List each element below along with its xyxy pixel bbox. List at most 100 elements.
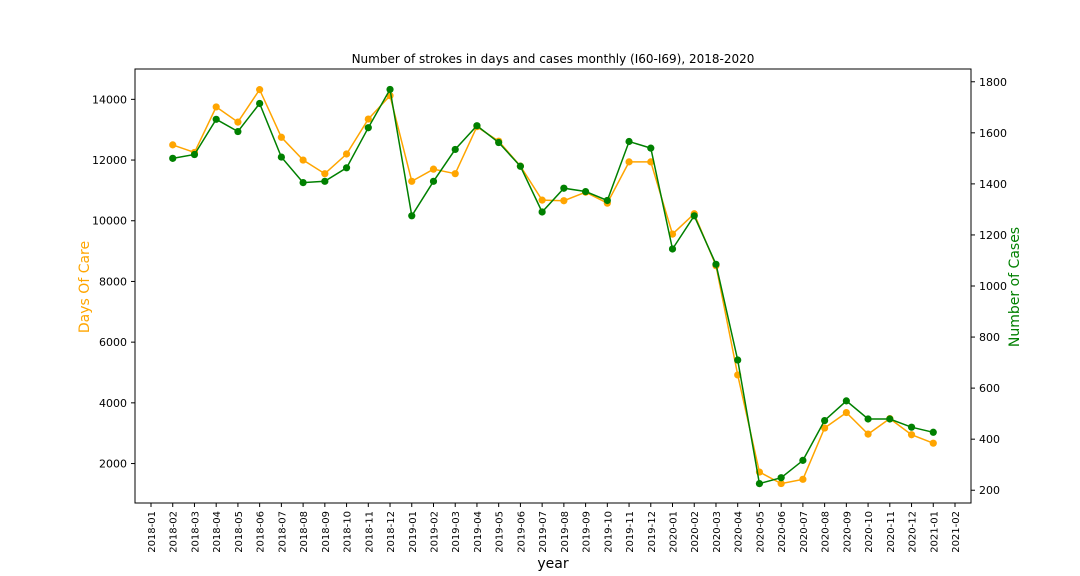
data-point-left	[538, 196, 546, 204]
data-point-right	[625, 137, 633, 146]
x-tick-label: 2019-02	[429, 511, 440, 553]
data-point-left	[560, 197, 568, 205]
y-right-tick-label: 800	[979, 331, 1000, 344]
data-point-right	[581, 187, 590, 196]
x-tick-label: 2020-09	[842, 511, 853, 553]
x-tick-label: 2018-03	[190, 511, 201, 553]
y-right-tick-label: 200	[979, 484, 1000, 497]
data-point-left	[842, 408, 850, 417]
data-point-left	[821, 424, 829, 432]
series-line-left	[172, 88, 934, 485]
data-point-right	[277, 153, 285, 161]
y-left-tick-label: 10000	[92, 215, 127, 228]
y-left-tick-label: 12000	[92, 154, 127, 167]
data-point-left	[929, 439, 937, 447]
x-tick-label: 2019-05	[495, 511, 506, 553]
x-tick-label: 2018-01	[147, 511, 158, 553]
data-point-right	[907, 423, 916, 431]
data-point-right	[929, 428, 937, 436]
x-tick-label: 2018-05	[234, 511, 245, 553]
data-point-right	[647, 144, 655, 152]
data-point-left	[907, 431, 916, 439]
y-left-tick-label: 8000	[99, 275, 127, 288]
x-tick-label: 2021-01	[929, 511, 940, 553]
data-point-left	[342, 150, 351, 158]
data-point-right	[451, 145, 459, 154]
x-tick-label: 2019-04	[473, 511, 484, 553]
data-point-right	[212, 115, 220, 123]
data-point-right	[864, 415, 872, 423]
data-point-left	[321, 170, 329, 178]
y-right-tick-label: 1000	[979, 280, 1007, 293]
data-point-right	[712, 260, 720, 268]
y-axis-left-label: Days Of Care	[77, 241, 93, 333]
data-point-right	[299, 179, 307, 187]
x-tick-label: 2019-10	[603, 511, 614, 553]
x-tick-label: 2019-08	[560, 511, 571, 553]
x-tick-label: 2020-02	[690, 511, 701, 553]
data-point-left	[256, 86, 264, 94]
data-point-right	[429, 177, 438, 185]
y-left-tick-label: 4000	[99, 397, 127, 410]
plot-frame	[134, 68, 972, 504]
x-tick-label: 2018-02	[169, 511, 180, 553]
x-tick-label: 2019-01	[408, 511, 419, 553]
x-tick-label: 2020-05	[755, 511, 766, 553]
data-point-right	[668, 245, 677, 253]
data-point-right	[364, 124, 372, 132]
data-point-right	[473, 122, 481, 130]
data-point-right	[495, 138, 503, 147]
data-point-right	[842, 397, 850, 405]
data-point-right	[234, 127, 242, 136]
series-line-right	[172, 87, 934, 485]
x-tick-label: 2020-08	[821, 511, 832, 553]
data-point-right	[777, 474, 785, 482]
x-tick-label: 2020-04	[734, 511, 745, 553]
x-tick-label: 2018-12	[386, 511, 397, 553]
x-tick-label: 2019-09	[582, 511, 593, 553]
data-point-right	[386, 85, 394, 94]
data-point-right	[169, 154, 177, 162]
data-point-right	[342, 164, 351, 172]
data-point-left	[625, 158, 633, 166]
data-point-right	[538, 208, 546, 216]
y-right-tick-label: 1200	[979, 229, 1007, 242]
y-left-tick-label: 2000	[99, 458, 127, 471]
x-tick-label: 2018-09	[321, 511, 332, 553]
data-point-left	[277, 133, 285, 141]
y-right-tick-label: 1600	[979, 127, 1007, 140]
x-tick-label: 2019-11	[625, 511, 636, 553]
y-right-tick-label: 600	[979, 382, 1000, 395]
data-point-left	[451, 170, 459, 178]
data-point-left	[647, 158, 655, 166]
data-point-left	[429, 165, 438, 173]
data-point-right	[516, 162, 525, 170]
y-right-tick-label: 400	[979, 433, 1000, 446]
data-point-left	[799, 475, 807, 483]
data-point-left	[668, 230, 677, 238]
data-point-right	[603, 196, 611, 205]
x-tick-label: 2018-11	[364, 511, 375, 553]
x-tick-label: 2018-10	[343, 511, 354, 553]
data-point-left	[408, 177, 416, 185]
data-point-right	[755, 479, 764, 488]
data-point-right	[256, 99, 264, 108]
y-right-tick-label: 1400	[979, 178, 1007, 191]
data-point-right	[321, 177, 329, 185]
data-point-right	[734, 356, 742, 364]
x-tick-label: 2019-03	[451, 511, 462, 553]
x-tick-label: 2021-02	[951, 511, 962, 553]
data-point-left	[299, 156, 307, 164]
x-tick-label: 2020-07	[799, 511, 810, 553]
data-point-left	[212, 103, 220, 111]
x-tick-label: 2020-06	[777, 511, 788, 553]
x-tick-label: 2019-12	[647, 511, 658, 553]
x-tick-label: 2018-07	[277, 511, 288, 553]
x-tick-label: 2020-03	[712, 511, 723, 553]
x-tick-label: 2018-04	[212, 511, 223, 553]
x-tick-label: 2020-12	[908, 511, 919, 553]
x-tick-label: 2019-07	[538, 511, 549, 553]
data-point-left	[169, 141, 177, 149]
data-point-left	[777, 479, 785, 488]
